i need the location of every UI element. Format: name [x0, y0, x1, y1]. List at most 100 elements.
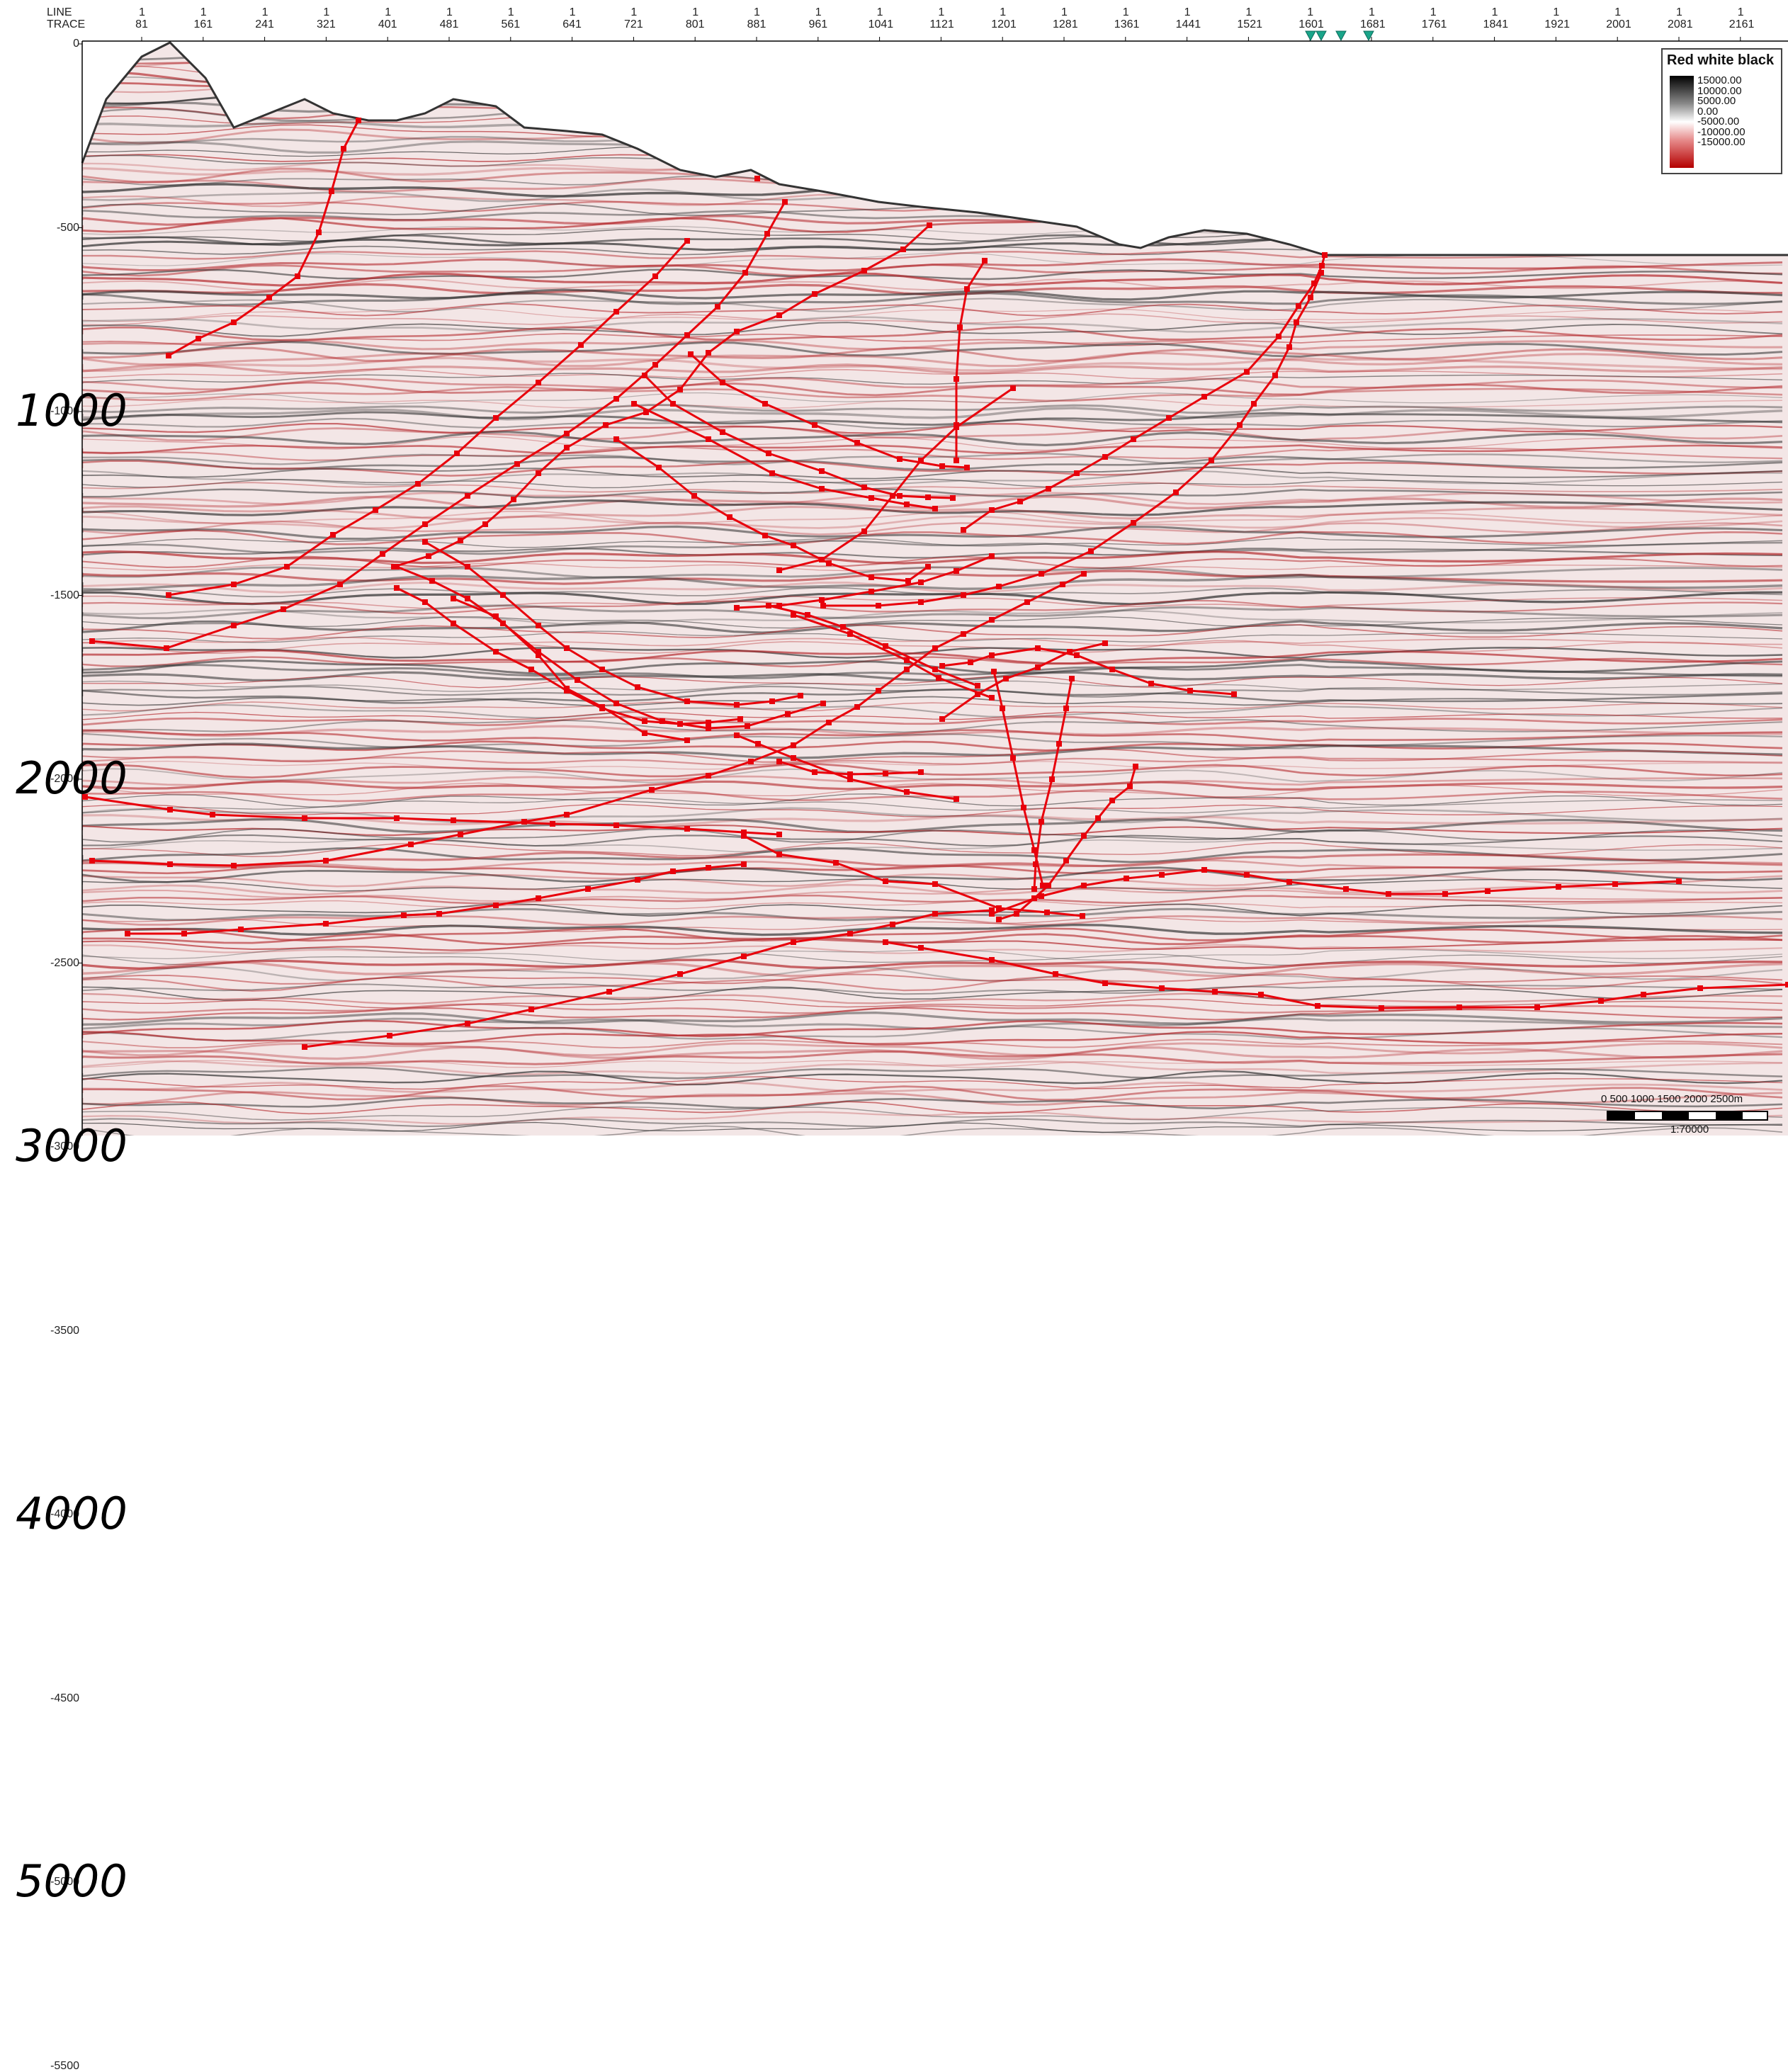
- horizon-pick-point[interactable]: [812, 422, 817, 428]
- horizon-pick-point[interactable]: [660, 718, 665, 724]
- horizon-pick-point[interactable]: [819, 597, 825, 603]
- horizon-pick-point[interactable]: [613, 822, 619, 828]
- horizon-pick-point[interactable]: [465, 564, 470, 570]
- interpreted-horizon-line[interactable]: [768, 604, 978, 687]
- horizon-pick-point[interactable]: [904, 502, 910, 507]
- horizon-pick-point[interactable]: [961, 631, 966, 637]
- horizon-pick-point[interactable]: [769, 470, 775, 476]
- horizon-pick-point[interactable]: [536, 652, 541, 658]
- horizon-pick-point[interactable]: [1556, 884, 1561, 890]
- horizon-pick-point[interactable]: [684, 698, 690, 704]
- horizon-pick-point[interactable]: [1315, 1003, 1320, 1009]
- seismic-canvas[interactable]: [0, 0, 1788, 1136]
- horizon-pick-point[interactable]: [925, 494, 931, 500]
- horizon-pick-point[interactable]: [918, 769, 924, 775]
- horizon-pick-point[interactable]: [670, 868, 676, 874]
- horizon-pick-point[interactable]: [1049, 776, 1055, 782]
- horizon-pick-point[interactable]: [1039, 893, 1044, 899]
- horizon-pick-point[interactable]: [904, 667, 910, 672]
- horizon-pick-point[interactable]: [578, 342, 584, 348]
- horizon-pick-point[interactable]: [599, 667, 605, 672]
- horizon-pick-point[interactable]: [323, 921, 329, 927]
- horizon-pick-point[interactable]: [550, 821, 555, 827]
- horizon-pick-point[interactable]: [337, 582, 343, 587]
- horizon-pick-point[interactable]: [766, 451, 771, 456]
- horizon-pick-point[interactable]: [1102, 980, 1108, 986]
- horizon-pick-point[interactable]: [932, 667, 938, 672]
- horizon-pick-point[interactable]: [302, 815, 307, 821]
- horizon-pick-point[interactable]: [932, 506, 938, 511]
- horizon-pick-point[interactable]: [1311, 281, 1317, 286]
- horizon-pick-point[interactable]: [436, 911, 442, 917]
- horizon-pick-point[interactable]: [684, 238, 690, 244]
- horizon-pick-point[interactable]: [791, 939, 796, 945]
- horizon-pick-point[interactable]: [1442, 891, 1448, 897]
- horizon-pick-point[interactable]: [1296, 303, 1301, 309]
- horizon-pick-point[interactable]: [1534, 1004, 1540, 1010]
- horizon-pick-point[interactable]: [982, 258, 988, 264]
- horizon-pick-point[interactable]: [706, 865, 711, 871]
- horizon-pick-point[interactable]: [394, 585, 400, 591]
- horizon-pick-point[interactable]: [631, 401, 637, 407]
- horizon-pick-point[interactable]: [706, 773, 711, 779]
- interpreted-horizon-line[interactable]: [998, 766, 1137, 921]
- horizon-pick-point[interactable]: [1209, 458, 1214, 463]
- horizon-pick-point[interactable]: [493, 649, 499, 655]
- horizon-pick-point[interactable]: [266, 295, 272, 300]
- horizon-pick-point[interactable]: [769, 698, 775, 704]
- horizon-pick-point[interactable]: [762, 401, 768, 407]
- horizon-pick-point[interactable]: [975, 683, 980, 689]
- horizon-pick-point[interactable]: [791, 543, 796, 548]
- horizon-pick-point[interactable]: [1069, 676, 1075, 681]
- horizon-pick-point[interactable]: [897, 493, 903, 499]
- interpreted-horizon-line[interactable]: [885, 941, 1788, 1009]
- horizon-pick-point[interactable]: [181, 931, 187, 936]
- horizon-pick-point[interactable]: [536, 470, 541, 476]
- horizon-pick-point[interactable]: [957, 324, 963, 330]
- horizon-pick-point[interactable]: [387, 1033, 392, 1038]
- horizon-pick-point[interactable]: [167, 807, 173, 813]
- horizon-pick-point[interactable]: [373, 507, 378, 513]
- horizon-pick-point[interactable]: [691, 493, 697, 499]
- horizon-pick-point[interactable]: [918, 458, 924, 463]
- horizon-pick-point[interactable]: [964, 465, 970, 470]
- horizon-pick-point[interactable]: [904, 657, 910, 663]
- horizon-pick-point[interactable]: [652, 362, 658, 368]
- horizon-pick-point[interactable]: [670, 401, 676, 407]
- horizon-pick-point[interactable]: [927, 222, 932, 228]
- horizon-pick-point[interactable]: [642, 373, 647, 378]
- horizon-pick-point[interactable]: [876, 603, 881, 608]
- horizon-pick-point[interactable]: [755, 741, 761, 747]
- horizon-pick-point[interactable]: [847, 931, 853, 936]
- horizon-pick-point[interactable]: [649, 787, 655, 793]
- horizon-pick-point[interactable]: [954, 568, 959, 574]
- horizon-pick-point[interactable]: [1598, 998, 1604, 1004]
- horizon-pick-point[interactable]: [613, 396, 619, 402]
- horizon-pick-point[interactable]: [677, 387, 683, 392]
- horizon-pick-point[interactable]: [684, 826, 690, 832]
- horizon-pick-point[interactable]: [1109, 667, 1115, 672]
- horizon-pick-point[interactable]: [1000, 706, 1005, 711]
- horizon-pick-point[interactable]: [820, 701, 826, 706]
- horizon-pick-point[interactable]: [451, 817, 456, 823]
- horizon-pick-point[interactable]: [1081, 571, 1087, 577]
- horizon-pick-point[interactable]: [918, 599, 924, 605]
- horizon-pick-point[interactable]: [939, 716, 945, 722]
- interpreted-horizon-line[interactable]: [616, 438, 929, 582]
- horizon-pick-point[interactable]: [939, 663, 945, 669]
- horizon-pick-point[interactable]: [706, 436, 711, 442]
- horizon-pick-point[interactable]: [706, 720, 711, 725]
- horizon-pick-point[interactable]: [954, 376, 959, 382]
- horizon-pick-point[interactable]: [1010, 385, 1016, 391]
- horizon-pick-point[interactable]: [394, 815, 400, 821]
- horizon-pick-point[interactable]: [302, 1044, 307, 1050]
- horizon-pick-point[interactable]: [89, 858, 95, 864]
- horizon-pick-point[interactable]: [536, 895, 541, 901]
- horizon-pick-point[interactable]: [564, 688, 570, 694]
- horizon-pick-point[interactable]: [734, 702, 740, 708]
- horizon-pick-point[interactable]: [356, 118, 361, 123]
- horizon-pick-point[interactable]: [1074, 470, 1080, 476]
- horizon-pick-point[interactable]: [511, 497, 516, 502]
- horizon-pick-point[interactable]: [458, 832, 463, 837]
